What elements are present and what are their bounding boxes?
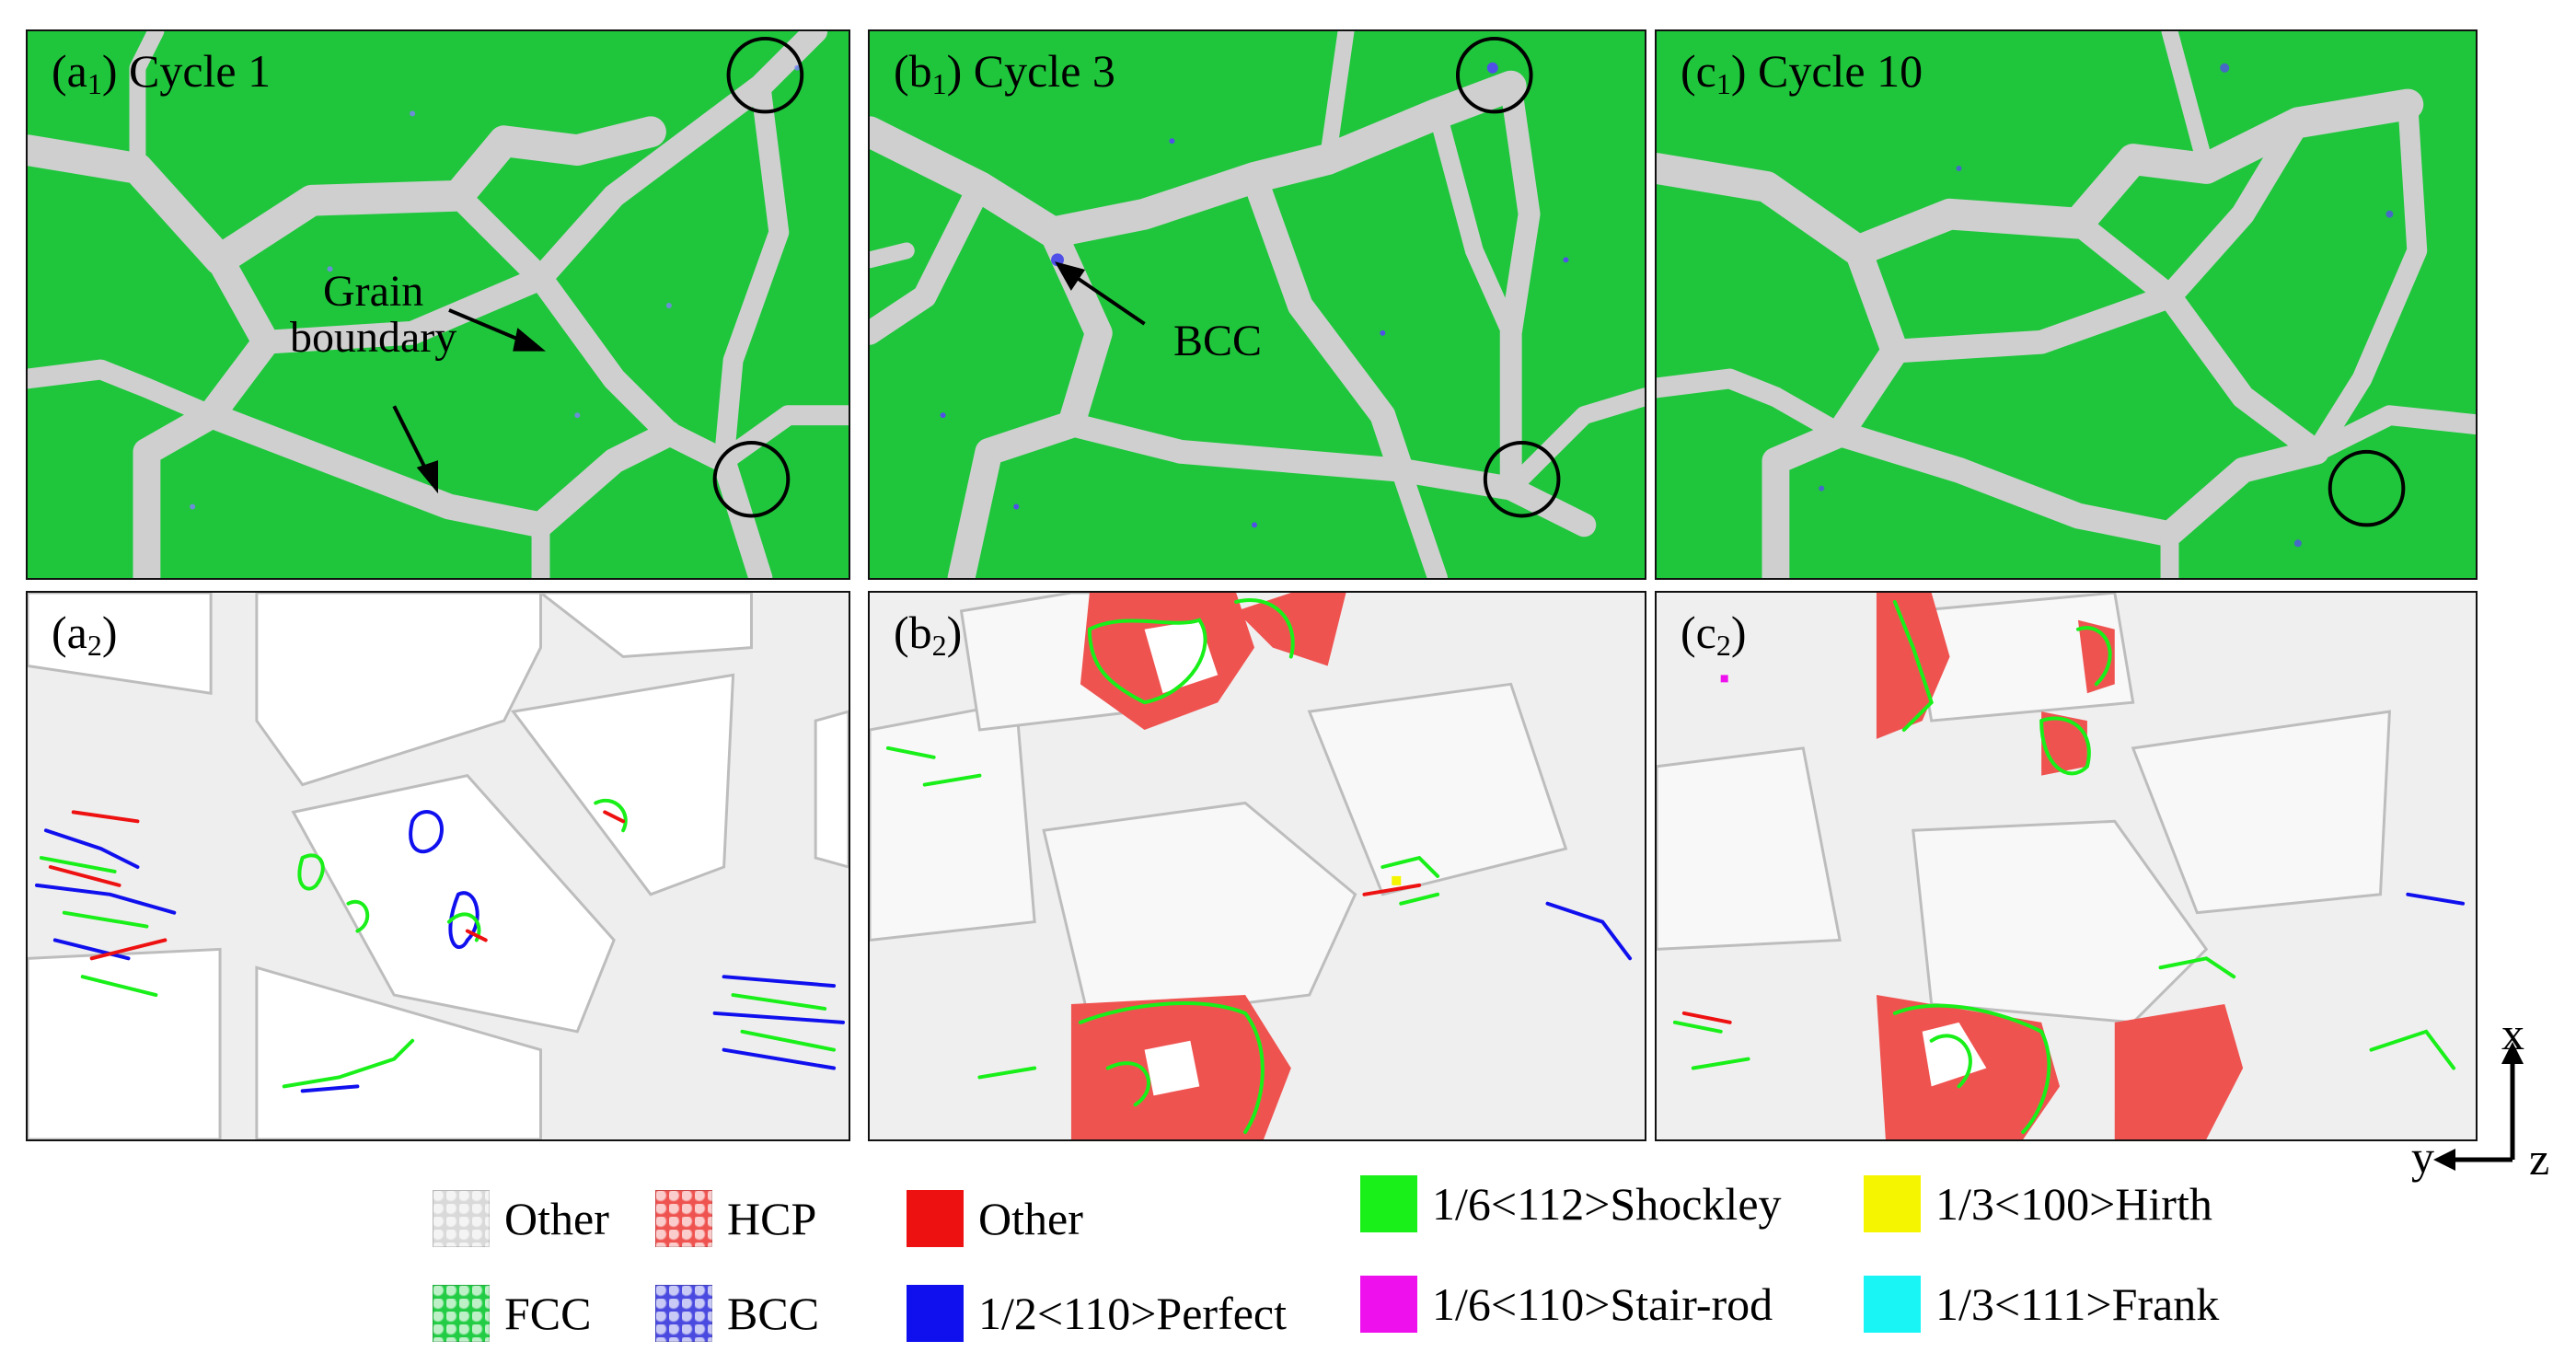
grain-boundary-annotation: Grain boundary bbox=[290, 267, 457, 363]
dislocation-map-cycle-1 bbox=[28, 593, 849, 1139]
color-swatch-icon bbox=[1864, 1276, 1921, 1333]
axis-label-x: x bbox=[2501, 1008, 2524, 1059]
axis-label-z: z bbox=[2529, 1133, 2550, 1185]
grain-map-cycle-10 bbox=[1657, 31, 2476, 578]
panel-label-b1: (b1) Cycle 3 bbox=[894, 45, 1115, 100]
panel-label-c1: (c1) Cycle 10 bbox=[1681, 45, 1923, 100]
legend-label: FCC bbox=[504, 1288, 592, 1339]
axis-label-y: y bbox=[2411, 1131, 2434, 1183]
panel-c2: (c2) bbox=[1655, 591, 2478, 1141]
panel-b2: (b2) bbox=[868, 591, 1646, 1141]
legend-label: BCC bbox=[727, 1288, 820, 1339]
legend-label: 1/6<110>Stair-rod bbox=[1432, 1278, 1773, 1330]
bcc-annotation: BCC bbox=[1173, 317, 1263, 365]
atom-swatch-icon bbox=[655, 1190, 712, 1247]
legend-dislocation-perfect: 1/2<110>Perfect bbox=[907, 1284, 1287, 1343]
atom-swatch-icon bbox=[655, 1285, 712, 1342]
color-swatch-icon bbox=[907, 1190, 964, 1247]
panel-a2: (a2) bbox=[26, 591, 850, 1141]
panel-b1: (b1) Cycle 3 BCC bbox=[868, 29, 1646, 580]
legend-dislocation-frank: 1/3<111>Frank bbox=[1864, 1275, 2219, 1334]
legend-label: Other bbox=[978, 1193, 1083, 1244]
legend-dislocation-hirth: 1/3<100>Hirth bbox=[1864, 1174, 2212, 1233]
legend-label: 1/6<112>Shockley bbox=[1432, 1178, 1782, 1230]
dislocation-map-cycle-10 bbox=[1657, 593, 2476, 1139]
panel-c1: (c1) Cycle 10 bbox=[1655, 29, 2478, 580]
legend-label: Other bbox=[504, 1193, 609, 1244]
legend-label: 1/3<111>Frank bbox=[1935, 1278, 2220, 1330]
legend-structure-fcc: FCC bbox=[433, 1284, 592, 1343]
dislocation-map-cycle-3 bbox=[870, 593, 1645, 1139]
color-swatch-icon bbox=[907, 1285, 964, 1342]
legend-label: 1/2<110>Perfect bbox=[978, 1288, 1288, 1339]
color-swatch-icon bbox=[1864, 1175, 1921, 1232]
panel-label-a2: (a2) bbox=[52, 607, 118, 662]
grain-map-cycle-1 bbox=[28, 31, 849, 578]
legend-dislocation-stair-rod: 1/6<110>Stair-rod bbox=[1360, 1275, 1773, 1334]
panel-a1: (a1) Cycle 1 Grain boundary bbox=[26, 29, 850, 580]
legend-structure-bcc: BCC bbox=[655, 1284, 819, 1343]
color-swatch-icon bbox=[1360, 1276, 1417, 1333]
legend-dislocation-other: Other bbox=[907, 1189, 1083, 1248]
grain-map-cycle-3 bbox=[870, 31, 1645, 578]
color-swatch-icon bbox=[1360, 1175, 1417, 1232]
legend-structure-other: Other bbox=[433, 1189, 609, 1248]
legend-structure-hcp: HCP bbox=[655, 1189, 816, 1248]
axes-arrows-icon bbox=[2433, 1042, 2524, 1171]
legend-label: 1/3<100>Hirth bbox=[1935, 1178, 2212, 1230]
coordinate-axes: x y z bbox=[2411, 1008, 2568, 1187]
legend-dislocation-shockley: 1/6<112>Shockley bbox=[1360, 1174, 1782, 1233]
panel-label-c2: (c2) bbox=[1681, 607, 1747, 662]
panel-label-b2: (b2) bbox=[894, 607, 963, 662]
legend-label: HCP bbox=[727, 1193, 817, 1244]
atom-swatch-icon bbox=[433, 1190, 490, 1247]
atom-swatch-icon bbox=[433, 1285, 490, 1342]
panel-label-a1: (a1) Cycle 1 bbox=[52, 45, 271, 100]
